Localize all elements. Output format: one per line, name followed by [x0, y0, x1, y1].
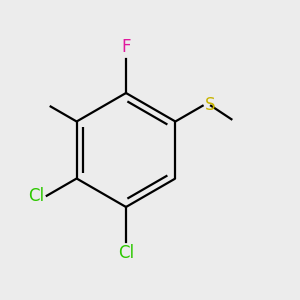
Text: S: S	[205, 95, 215, 113]
Text: F: F	[121, 38, 131, 56]
Text: Cl: Cl	[118, 244, 134, 262]
Text: Cl: Cl	[28, 187, 44, 205]
